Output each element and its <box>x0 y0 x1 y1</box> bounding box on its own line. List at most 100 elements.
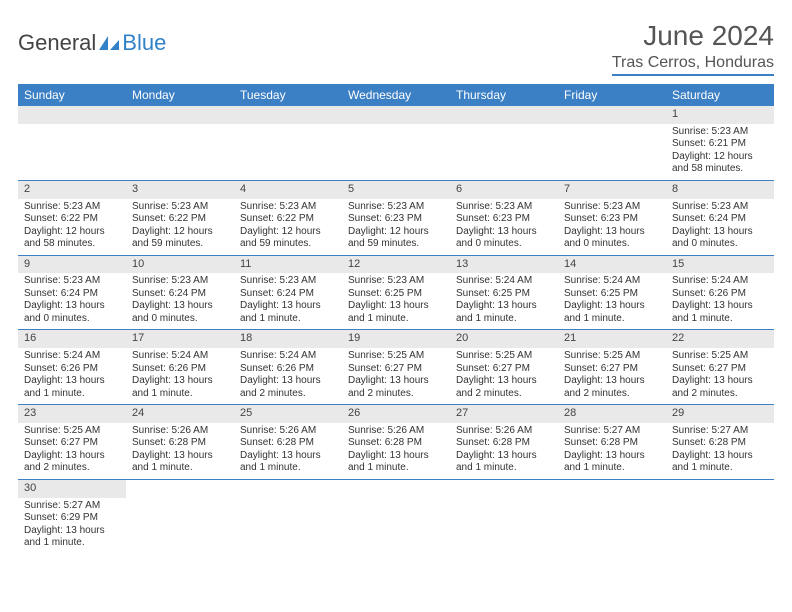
sunrise-text: Sunrise: 5:23 AM <box>132 201 228 214</box>
calendar-cell <box>450 106 558 180</box>
location: Tras Cerros, Honduras <box>612 54 774 76</box>
calendar-cell: 27 Sunrise: 5:26 AMSunset: 6:28 PMDayligh… <box>450 405 558 480</box>
calendar-cell <box>558 106 666 180</box>
day-number: 29 <box>666 405 774 423</box>
calendar-cell: 21Sunrise: 5:25 AMSunset: 6:27 PMDayligh… <box>558 330 666 405</box>
daylight-text: Daylight: 13 hours and 1 minute. <box>24 525 120 550</box>
sunset-text: Sunset: 6:22 PM <box>240 213 336 226</box>
logo-text-1: General <box>18 30 96 56</box>
day-number: 10 <box>126 256 234 274</box>
sunset-text: Sunset: 6:27 PM <box>672 363 768 376</box>
sunset-text: Sunset: 6:29 PM <box>24 512 120 525</box>
sunset-text: Sunset: 6:27 PM <box>24 437 120 450</box>
daylight-text: Daylight: 12 hours and 59 minutes. <box>348 226 444 251</box>
daylight-text: Daylight: 12 hours and 58 minutes. <box>24 226 120 251</box>
day-number: 7 <box>558 181 666 199</box>
sunrise-text: Sunrise: 5:26 AM <box>132 425 228 438</box>
calendar-cell: 14Sunrise: 5:24 AMSunset: 6:25 PMDayligh… <box>558 255 666 330</box>
daylight-text: Daylight: 13 hours and 1 minute. <box>132 450 228 475</box>
daynum-bar-empty <box>558 106 666 124</box>
daynum-bar-empty <box>234 106 342 124</box>
day-number: 28 <box>558 405 666 423</box>
sunrise-text: Sunrise: 5:26 AM <box>348 425 444 438</box>
day-number: 23 <box>18 405 126 423</box>
sunrise-text: Sunrise: 5:23 AM <box>24 201 120 214</box>
sunrise-text: Sunrise: 5:26 AM <box>456 425 552 438</box>
sunrise-text: Sunrise: 5:23 AM <box>564 201 660 214</box>
logo: General Blue <box>18 30 166 56</box>
day-number: 25 <box>234 405 342 423</box>
sunset-text: Sunset: 6:27 PM <box>456 363 552 376</box>
page-header: General Blue June 2024 Tras Cerros, Hond… <box>18 20 774 76</box>
day-number: 26 <box>342 405 450 423</box>
calendar-cell: 3Sunrise: 5:23 AMSunset: 6:22 PMDaylight… <box>126 180 234 255</box>
calendar-cell: 29Sunrise: 5:27 AMSunset: 6:28 PMDayligh… <box>666 405 774 480</box>
daylight-text: Daylight: 12 hours and 58 minutes. <box>672 151 768 176</box>
calendar-cell <box>450 479 558 553</box>
calendar-cell <box>126 479 234 553</box>
daylight-text: Daylight: 13 hours and 1 minute. <box>672 450 768 475</box>
day-number: 5 <box>342 181 450 199</box>
daylight-text: Daylight: 13 hours and 2 minutes. <box>24 450 120 475</box>
calendar-cell: 5 Sunrise: 5:23 AMSunset: 6:23 PMDaylight… <box>342 180 450 255</box>
sunrise-text: Sunrise: 5:25 AM <box>672 350 768 363</box>
sunset-text: Sunset: 6:23 PM <box>348 213 444 226</box>
sunrise-text: Sunrise: 5:23 AM <box>348 275 444 288</box>
calendar-cell: 25Sunrise: 5:26 AMSunset: 6:28 PMDayligh… <box>234 405 342 480</box>
daylight-text: Daylight: 13 hours and 1 minute. <box>240 450 336 475</box>
title-block: June 2024 Tras Cerros, Honduras <box>612 20 774 76</box>
sunset-text: Sunset: 6:24 PM <box>132 288 228 301</box>
calendar-cell: 30Sunrise: 5:27 AMSunset: 6:29 PMDayligh… <box>18 479 126 553</box>
daylight-text: Daylight: 13 hours and 1 minute. <box>348 450 444 475</box>
sunrise-text: Sunrise: 5:24 AM <box>672 275 768 288</box>
calendar-cell <box>234 106 342 180</box>
sunset-text: Sunset: 6:28 PM <box>348 437 444 450</box>
day-header: Monday <box>126 84 234 106</box>
sunset-text: Sunset: 6:28 PM <box>456 437 552 450</box>
calendar-cell <box>18 106 126 180</box>
daylight-text: Daylight: 13 hours and 1 minute. <box>564 450 660 475</box>
daylight-text: Daylight: 13 hours and 1 minute. <box>456 450 552 475</box>
daylight-text: Daylight: 13 hours and 1 minute. <box>564 300 660 325</box>
sunrise-text: Sunrise: 5:23 AM <box>240 201 336 214</box>
sunset-text: Sunset: 6:24 PM <box>24 288 120 301</box>
sunset-text: Sunset: 6:26 PM <box>24 363 120 376</box>
day-number: 1 <box>666 106 774 124</box>
sunset-text: Sunset: 6:24 PM <box>240 288 336 301</box>
calendar-cell <box>126 106 234 180</box>
day-number: 27 <box>450 405 558 423</box>
sunrise-text: Sunrise: 5:27 AM <box>672 425 768 438</box>
calendar-cell: 9Sunrise: 5:23 AMSunset: 6:24 PMDaylight… <box>18 255 126 330</box>
sunset-text: Sunset: 6:27 PM <box>564 363 660 376</box>
daylight-text: Daylight: 13 hours and 1 minute. <box>132 375 228 400</box>
day-header: Wednesday <box>342 84 450 106</box>
daylight-text: Daylight: 13 hours and 1 minute. <box>240 300 336 325</box>
sunrise-text: Sunrise: 5:23 AM <box>672 201 768 214</box>
calendar-cell <box>558 479 666 553</box>
sunrise-text: Sunrise: 5:25 AM <box>348 350 444 363</box>
calendar-row: 30Sunrise: 5:27 AMSunset: 6:29 PMDayligh… <box>18 479 774 553</box>
calendar-cell: 12Sunrise: 5:23 AMSunset: 6:25 PMDayligh… <box>342 255 450 330</box>
calendar-cell <box>342 479 450 553</box>
sunrise-text: Sunrise: 5:23 AM <box>348 201 444 214</box>
sunset-text: Sunset: 6:26 PM <box>132 363 228 376</box>
day-header: Tuesday <box>234 84 342 106</box>
calendar-cell: 1Sunrise: 5:23 AMSunset: 6:21 PMDaylight… <box>666 106 774 180</box>
calendar-cell <box>342 106 450 180</box>
logo-text-2: Blue <box>122 30 166 56</box>
calendar-cell: 2Sunrise: 5:23 AMSunset: 6:22 PMDaylight… <box>18 180 126 255</box>
month-title: June 2024 <box>612 20 774 52</box>
sunrise-text: Sunrise: 5:24 AM <box>240 350 336 363</box>
calendar-cell: 13Sunrise: 5:24 AMSunset: 6:25 PMDayligh… <box>450 255 558 330</box>
day-number: 8 <box>666 181 774 199</box>
daynum-bar-empty <box>126 106 234 124</box>
calendar-cell: 24 Sunrise: 5:26 AMSunset: 6:28 PMDayligh… <box>126 405 234 480</box>
daylight-text: Daylight: 13 hours and 1 minute. <box>24 375 120 400</box>
day-number: 14 <box>558 256 666 274</box>
sunset-text: Sunset: 6:28 PM <box>564 437 660 450</box>
sunset-text: Sunset: 6:28 PM <box>132 437 228 450</box>
daylight-text: Daylight: 13 hours and 2 minutes. <box>240 375 336 400</box>
day-header: Thursday <box>450 84 558 106</box>
day-header: Saturday <box>666 84 774 106</box>
day-number: 24 <box>126 405 234 423</box>
